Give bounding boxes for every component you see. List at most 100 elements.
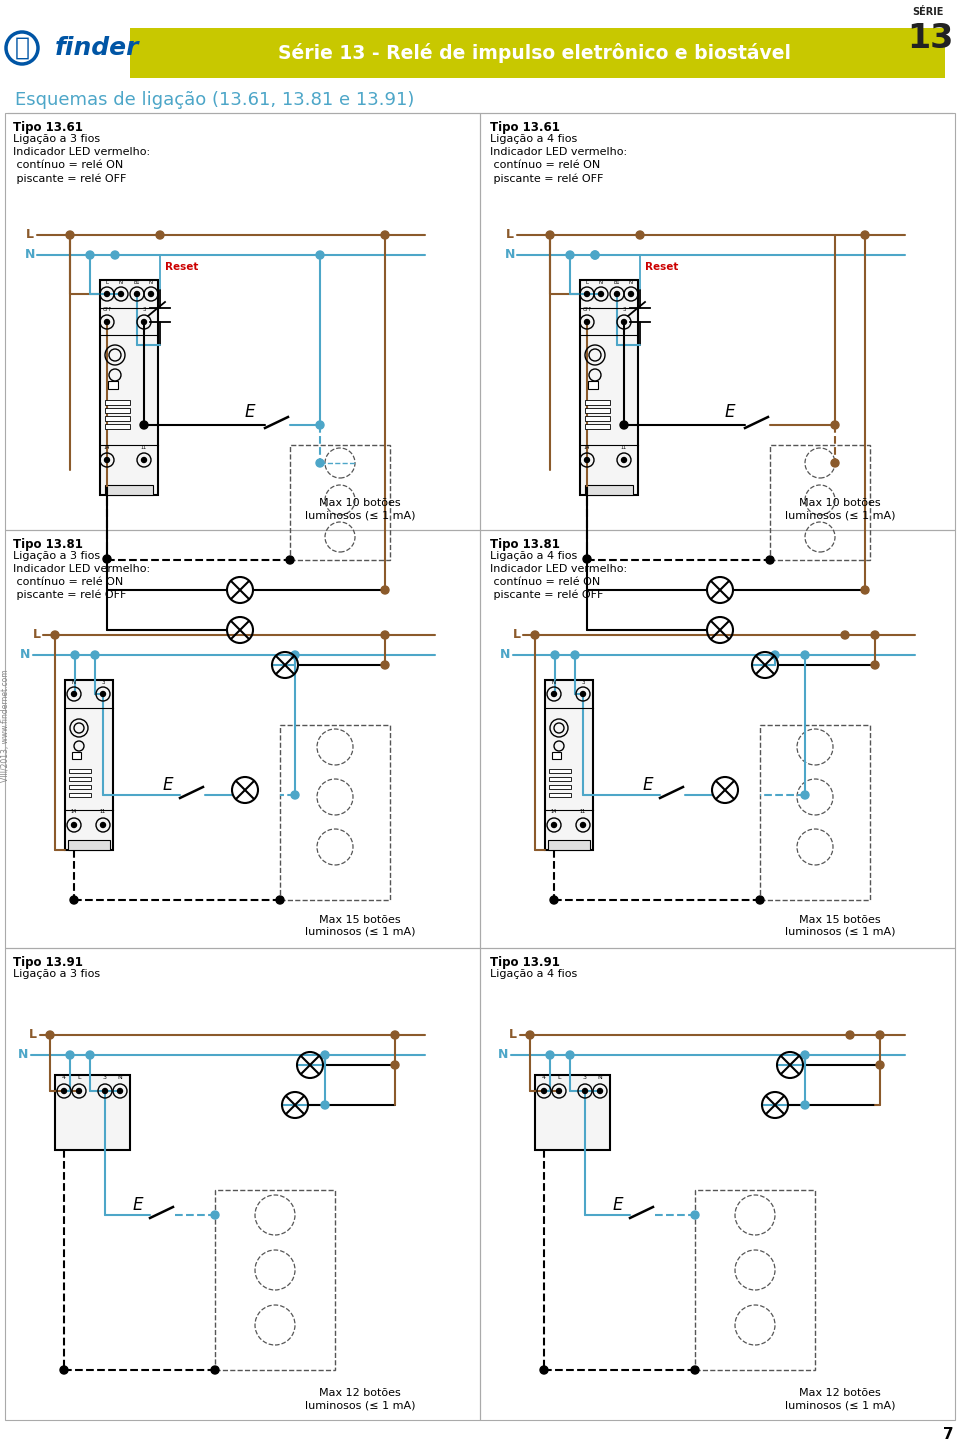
Circle shape [118, 292, 124, 296]
Text: L: L [26, 228, 34, 241]
Bar [480, 113, 955, 530]
Text: Esquemas de ligação (13.61, 13.81 e 13.91): Esquemas de ligação (13.61, 13.81 e 13.9… [15, 91, 415, 109]
Circle shape [391, 1031, 399, 1040]
Text: N: N [552, 680, 556, 685]
Circle shape [105, 319, 109, 324]
Bar [69, 793, 91, 797]
Bar [552, 752, 561, 759]
Circle shape [291, 791, 299, 799]
Bar [5, 948, 480, 1420]
Text: piscante = relé OFF: piscante = relé OFF [490, 173, 604, 183]
Text: Tipo 13.91: Tipo 13.91 [13, 955, 83, 968]
Text: E: E [643, 775, 654, 794]
Bar [585, 399, 610, 405]
Text: Max 10 botões
luminosos (≤ 1 mA): Max 10 botões luminosos (≤ 1 mA) [304, 498, 416, 520]
Bar [480, 948, 955, 1420]
Text: N: N [119, 280, 123, 285]
Text: Indicador LED vermelho:: Indicador LED vermelho: [490, 147, 627, 157]
Bar [100, 280, 158, 495]
Circle shape [156, 231, 164, 240]
Circle shape [691, 1211, 699, 1220]
Text: contínuo = relé ON: contínuo = relé ON [13, 576, 123, 587]
Circle shape [598, 292, 604, 296]
Bar [290, 444, 390, 560]
Text: ⓔ: ⓔ [14, 36, 30, 60]
Text: 11: 11 [100, 809, 107, 815]
Bar [215, 1191, 335, 1371]
Text: N: N [149, 280, 153, 285]
Circle shape [566, 251, 574, 258]
Text: N: N [72, 680, 76, 685]
Bar [105, 399, 130, 405]
Text: N: N [498, 1048, 508, 1061]
Circle shape [105, 292, 109, 296]
Circle shape [551, 650, 559, 659]
Text: N: N [505, 248, 516, 261]
Text: SÉRIE: SÉRIE [912, 7, 944, 17]
Circle shape [70, 896, 78, 905]
Bar [549, 770, 571, 772]
Circle shape [831, 459, 839, 468]
Bar [69, 777, 91, 781]
Circle shape [86, 251, 94, 258]
Bar [108, 380, 118, 389]
Circle shape [381, 632, 389, 639]
Bar [280, 725, 390, 900]
Circle shape [101, 822, 106, 828]
Bar [535, 1074, 610, 1150]
Circle shape [526, 1031, 534, 1040]
Bar [545, 680, 593, 849]
Circle shape [614, 292, 619, 296]
Circle shape [211, 1366, 219, 1374]
Bar [5, 113, 480, 530]
Circle shape [316, 251, 324, 258]
Bar [69, 770, 91, 772]
Bar [105, 417, 130, 421]
Text: VIII/2013, www.findernet.com: VIII/2013, www.findernet.com [2, 669, 11, 783]
Circle shape [316, 459, 324, 468]
Circle shape [876, 1061, 884, 1069]
Text: 14: 14 [104, 444, 110, 450]
Text: L: L [557, 1074, 561, 1080]
Text: B1: B1 [133, 280, 140, 285]
Circle shape [620, 421, 628, 428]
Text: 11: 11 [141, 444, 147, 450]
Bar [105, 424, 130, 428]
Text: N: N [20, 649, 30, 662]
Circle shape [591, 251, 599, 258]
Circle shape [801, 650, 809, 659]
Circle shape [583, 1089, 588, 1093]
Circle shape [756, 896, 764, 905]
Circle shape [831, 421, 839, 428]
Circle shape [541, 1089, 546, 1093]
Text: 11: 11 [621, 444, 627, 450]
Text: piscante = relé OFF: piscante = relé OFF [13, 590, 127, 601]
Circle shape [51, 632, 59, 639]
Bar [68, 841, 110, 849]
Text: 4: 4 [542, 1074, 546, 1080]
Text: Max 15 botões
luminosos (≤ 1 mA): Max 15 botões luminosos (≤ 1 mA) [304, 915, 416, 937]
Text: E: E [245, 404, 255, 421]
Circle shape [60, 1366, 68, 1374]
Circle shape [211, 1211, 219, 1220]
Circle shape [557, 1089, 562, 1093]
Circle shape [585, 457, 589, 463]
Circle shape [66, 231, 74, 240]
Text: Max 10 botões
luminosos (≤ 1 mA): Max 10 botões luminosos (≤ 1 mA) [784, 498, 896, 520]
Text: 14: 14 [71, 809, 77, 815]
Bar [548, 841, 590, 849]
Circle shape [381, 231, 389, 240]
Circle shape [381, 587, 389, 594]
Circle shape [286, 556, 294, 563]
Circle shape [540, 1366, 548, 1374]
Circle shape [531, 632, 539, 639]
Text: OFF: OFF [103, 306, 111, 312]
Text: Reset: Reset [165, 261, 199, 272]
Text: Max 12 botões
luminosos (≤ 1 mA): Max 12 botões luminosos (≤ 1 mA) [784, 1388, 896, 1410]
Circle shape [46, 1031, 54, 1040]
Circle shape [621, 319, 627, 324]
Circle shape [861, 587, 869, 594]
Text: 14: 14 [551, 809, 557, 815]
Bar [760, 725, 870, 900]
Text: 3: 3 [142, 306, 146, 312]
